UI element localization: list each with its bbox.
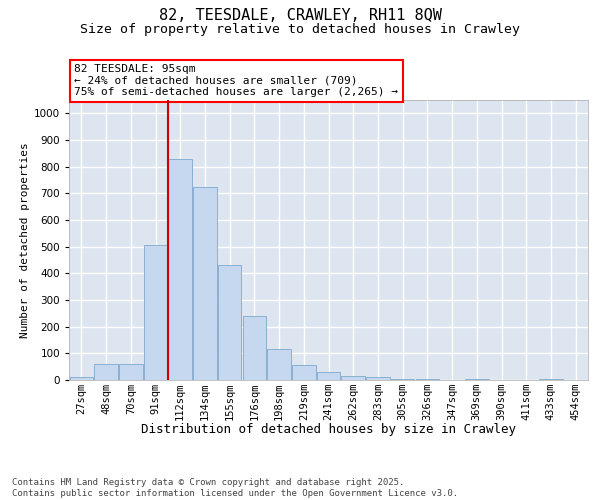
Bar [465,378,488,380]
Bar [317,372,340,380]
Bar [416,378,439,380]
Bar [193,186,217,380]
Bar [242,316,266,380]
Bar [268,350,291,380]
Text: Contains HM Land Registry data © Crown copyright and database right 2025.
Contai: Contains HM Land Registry data © Crown c… [12,478,458,498]
Text: 82 TEESDALE: 95sqm
← 24% of detached houses are smaller (709)
75% of semi-detach: 82 TEESDALE: 95sqm ← 24% of detached hou… [74,64,398,97]
Bar [94,364,118,380]
Bar [341,376,365,380]
Bar [119,364,143,380]
Y-axis label: Number of detached properties: Number of detached properties [20,142,29,338]
Bar [70,378,93,380]
Bar [539,378,563,380]
Bar [391,378,415,380]
Text: Size of property relative to detached houses in Crawley: Size of property relative to detached ho… [80,22,520,36]
Bar [218,266,241,380]
X-axis label: Distribution of detached houses by size in Crawley: Distribution of detached houses by size … [141,423,516,436]
Bar [366,378,389,380]
Bar [144,246,167,380]
Text: 82, TEESDALE, CRAWLEY, RH11 8QW: 82, TEESDALE, CRAWLEY, RH11 8QW [158,8,442,22]
Bar [292,366,316,380]
Bar [169,158,192,380]
